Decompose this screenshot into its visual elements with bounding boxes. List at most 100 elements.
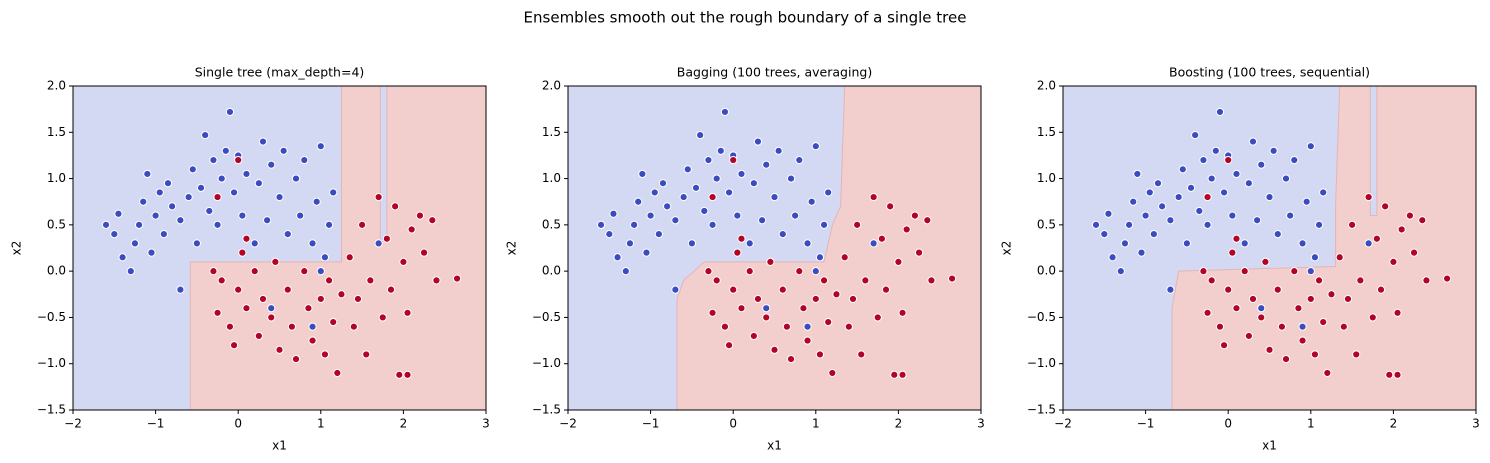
- y-axis-label: x2: [1000, 241, 1014, 256]
- point: [275, 345, 284, 354]
- point: [192, 239, 201, 248]
- x-tick-label: 0: [1224, 417, 1232, 431]
- point: [1348, 220, 1357, 229]
- point: [110, 230, 119, 239]
- point: [1364, 239, 1373, 248]
- point: [271, 257, 280, 266]
- point: [770, 192, 779, 202]
- y-tick-label: 1.0: [542, 171, 561, 185]
- point: [279, 146, 288, 155]
- y-tick-label: 0.5: [47, 217, 66, 231]
- point: [316, 267, 325, 276]
- point: [415, 211, 425, 220]
- point: [205, 206, 214, 216]
- y-tick-label: 0.0: [47, 264, 66, 278]
- point: [403, 370, 412, 379]
- y-tick-label: −0.5: [532, 310, 561, 324]
- point: [1298, 336, 1307, 345]
- point: [724, 341, 734, 350]
- y-tick-label: −1.0: [532, 356, 561, 370]
- point: [1149, 230, 1158, 239]
- point: [609, 209, 618, 218]
- x-tick-label: 3: [482, 417, 490, 431]
- point: [658, 179, 668, 188]
- point: [242, 169, 251, 179]
- point: [312, 197, 321, 206]
- y-tick-label: 2.0: [1037, 79, 1056, 93]
- point: [1314, 276, 1324, 285]
- point: [770, 345, 779, 354]
- point: [923, 216, 932, 225]
- point: [258, 137, 268, 146]
- point: [596, 220, 606, 229]
- x-tick-label: 2: [400, 417, 408, 431]
- y-tick-label: −1.5: [37, 403, 66, 417]
- point: [399, 257, 408, 266]
- point: [155, 188, 164, 197]
- x-tick-label: −1: [1137, 417, 1155, 431]
- point: [1393, 308, 1402, 317]
- point: [811, 267, 820, 276]
- point: [143, 169, 152, 179]
- point: [1203, 192, 1212, 202]
- point: [358, 220, 367, 229]
- point: [642, 248, 651, 257]
- point: [803, 239, 812, 248]
- x-axis-label: x1: [272, 439, 287, 453]
- point: [403, 308, 412, 317]
- point: [724, 188, 734, 197]
- point: [1339, 322, 1348, 331]
- point: [163, 179, 173, 188]
- point: [1108, 253, 1117, 262]
- point: [213, 308, 222, 317]
- x-tick-label: 1: [812, 417, 820, 431]
- point: [1248, 294, 1258, 304]
- point: [1133, 169, 1142, 179]
- point: [869, 239, 878, 248]
- point: [881, 285, 891, 294]
- point: [708, 308, 717, 317]
- point: [1422, 276, 1431, 285]
- y-tick-label: 1.0: [47, 171, 66, 185]
- point: [745, 267, 754, 276]
- point: [625, 239, 635, 248]
- point: [828, 368, 837, 378]
- x-tick-label: −2: [1054, 417, 1072, 431]
- x-tick-label: 0: [729, 417, 737, 431]
- point: [712, 276, 721, 285]
- point: [234, 155, 243, 165]
- point: [151, 211, 160, 220]
- point: [786, 354, 796, 364]
- point: [159, 230, 168, 239]
- point: [898, 308, 907, 317]
- x-tick-label: −1: [642, 417, 660, 431]
- y-tick-label: 1.0: [1037, 171, 1056, 185]
- point: [1182, 239, 1192, 248]
- point: [242, 304, 251, 313]
- point: [1232, 304, 1241, 313]
- point: [1442, 274, 1452, 283]
- point: [250, 239, 259, 248]
- point: [638, 169, 647, 179]
- point: [1269, 146, 1278, 155]
- point: [229, 341, 239, 350]
- point: [221, 146, 230, 155]
- y-tick-label: −0.5: [37, 310, 66, 324]
- point: [819, 220, 829, 229]
- point: [1389, 257, 1398, 266]
- x-tick-label: 1: [317, 417, 325, 431]
- point: [1137, 248, 1146, 257]
- point: [1257, 160, 1266, 169]
- point: [811, 142, 820, 151]
- point: [114, 209, 123, 218]
- y-tick-label: −1.0: [1027, 356, 1056, 370]
- point: [683, 165, 692, 174]
- point: [696, 130, 705, 140]
- point: [1257, 304, 1266, 313]
- point: [1129, 197, 1138, 206]
- point: [853, 220, 862, 229]
- point: [1232, 169, 1241, 179]
- point: [782, 322, 791, 331]
- point: [1298, 322, 1307, 331]
- point: [1306, 267, 1315, 276]
